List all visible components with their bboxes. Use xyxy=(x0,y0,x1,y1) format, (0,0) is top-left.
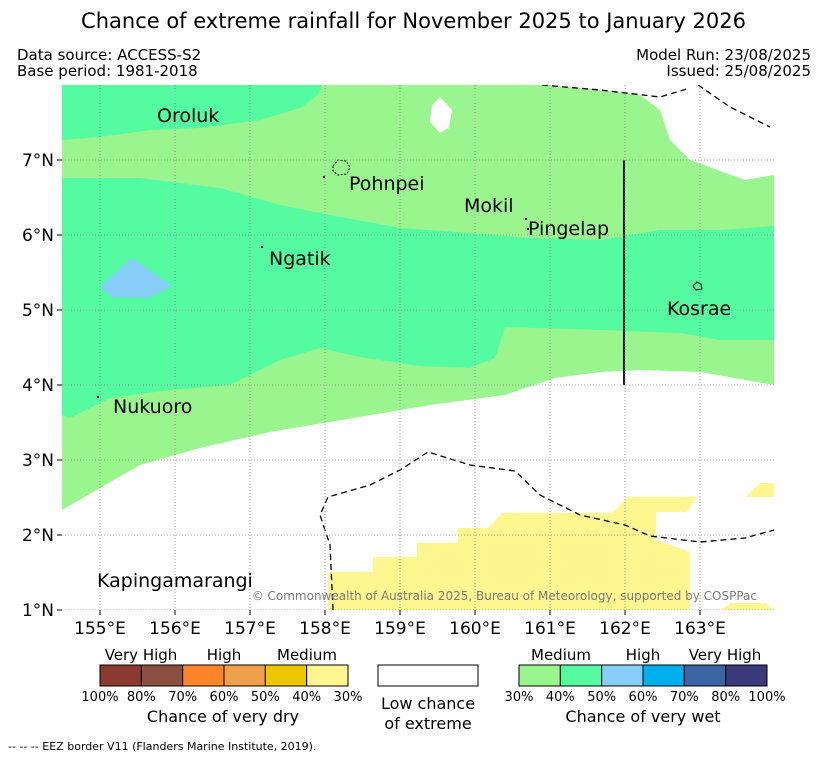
dry-legend-swatch xyxy=(306,664,349,687)
lat-tick-label: 5°N xyxy=(22,301,54,321)
medium-dry-region-southeast xyxy=(722,603,774,610)
high-wet-region-north xyxy=(62,85,322,140)
lat-tick-label: 3°N xyxy=(22,451,54,471)
lon-tick-label: 162°E xyxy=(599,619,651,639)
wet-header-very-high: Very High xyxy=(689,646,762,664)
dry-header-high: High xyxy=(207,646,241,664)
low-chance-blob xyxy=(430,97,452,133)
neutral-caption-line1: Low chance xyxy=(381,694,475,713)
dry-legend-swatch xyxy=(140,664,184,687)
wet-legend-pct: 100% xyxy=(748,690,785,705)
wet-header-medium: Medium xyxy=(531,646,591,664)
map-title: Chance of extreme rainfall for November … xyxy=(81,9,746,33)
place-label-ngatik: Ngatik xyxy=(269,248,331,270)
lon-tick-label: 159°E xyxy=(374,619,426,639)
dry-legend-swatch xyxy=(264,664,308,687)
neutral-caption-line2: of extreme xyxy=(384,714,471,733)
lat-tick-label: 2°N xyxy=(22,526,54,546)
place-label-nukuoro: Nukuoro xyxy=(113,396,192,418)
place-label-kapingamarangi: Kapingamarangi xyxy=(97,570,253,592)
lat-tick-label: 4°N xyxy=(22,376,54,396)
lat-tick-label: 7°N xyxy=(22,151,54,171)
dry-legend-pct: 80% xyxy=(127,690,156,705)
dry-legend-swatch xyxy=(182,664,225,687)
place-label-pingelap: Pingelap xyxy=(528,218,609,240)
lon-tick-label: 161°E xyxy=(524,619,576,639)
pingelap-atoll xyxy=(527,228,529,230)
wet-legend: Medium High Very High 30% 40% 50% 60% 70% 80%… xyxy=(505,646,786,726)
medium-dry-region-east xyxy=(746,483,774,497)
lon-tick-label: 163°E xyxy=(674,619,726,639)
data-source: Data source: ACCESS-S2 xyxy=(17,46,202,64)
issued-date: Issued: 25/08/2025 xyxy=(666,62,811,80)
wet-legend-swatch xyxy=(601,664,644,687)
lon-tick-label: 156°E xyxy=(149,619,201,639)
lon-tick-label: 158°E xyxy=(299,619,351,639)
wet-legend-swatch xyxy=(559,664,603,687)
eez-note: -- -- -- EEZ border V11 (Flanders Marine… xyxy=(8,740,317,753)
dry-header-medium: Medium xyxy=(277,646,337,664)
place-label-mokil: Mokil xyxy=(464,195,514,217)
ngatik-atoll xyxy=(261,246,263,248)
wet-legend-pct: 50% xyxy=(587,690,616,705)
wet-caption: Chance of very wet xyxy=(565,707,720,726)
dry-caption: Chance of very dry xyxy=(147,707,299,726)
wet-legend-pct: 80% xyxy=(711,690,740,705)
dry-legend-pct: 50% xyxy=(251,690,280,705)
wet-legend-swatch xyxy=(683,664,727,687)
wet-legend-pct: 70% xyxy=(670,690,699,705)
place-label-kosrae: Kosrae xyxy=(667,298,731,320)
wet-legend-swatch xyxy=(725,664,768,687)
mokil-atoll xyxy=(525,218,527,220)
copyright-notice: © Commonwealth of Australia 2025, Bureau… xyxy=(252,589,757,603)
neutral-swatch xyxy=(377,664,479,687)
kosrae-island xyxy=(692,281,703,291)
gridlines xyxy=(62,85,774,610)
base-period: Base period: 1981-2018 xyxy=(17,62,198,80)
wet-legend-pct: 40% xyxy=(546,690,575,705)
lon-tick-label: 160°E xyxy=(449,619,501,639)
ant-atoll xyxy=(323,176,325,178)
wet-legend-pct: 30% xyxy=(505,690,534,705)
low-chance-top-right xyxy=(545,85,774,180)
eez-border xyxy=(319,85,774,610)
tick-marks xyxy=(57,159,701,615)
medium-dry-region xyxy=(328,497,697,610)
place-label-oroluk: Oroluk xyxy=(157,105,219,127)
dry-legend-pct: 40% xyxy=(292,690,321,705)
place-label-pohnpei: Pohnpei xyxy=(349,173,425,195)
lat-tick-label: 1°N xyxy=(22,601,54,621)
high-wet-region-central xyxy=(62,178,774,418)
model-run: Model Run: 23/08/2025 xyxy=(636,46,811,64)
dry-header-very-high: Very High xyxy=(105,646,178,664)
lon-tick-label: 157°E xyxy=(224,619,276,639)
dry-legend-pct: 60% xyxy=(210,690,239,705)
dry-legend-pct: 100% xyxy=(81,690,118,705)
wet-legend-swatch xyxy=(518,664,561,687)
lon-tick-label: 155°E xyxy=(74,619,126,639)
dry-legend-pct: 70% xyxy=(168,690,197,705)
wet-header-high: High xyxy=(626,646,660,664)
dry-legend-pct: 30% xyxy=(334,690,363,705)
lat-tick-label: 6°N xyxy=(22,226,54,246)
neutral-legend: Low chance of extreme xyxy=(377,664,479,733)
dry-legend: Very High High Medium 100% 80% 70% 60% 50% 40… xyxy=(81,646,362,726)
nukuoro-atoll xyxy=(97,396,99,398)
dry-legend-swatch xyxy=(99,664,142,687)
medium-high-wet-patch xyxy=(100,258,172,298)
wet-legend-pct: 60% xyxy=(629,690,658,705)
dry-legend-swatch xyxy=(223,664,266,687)
wet-legend-swatch xyxy=(642,664,685,687)
